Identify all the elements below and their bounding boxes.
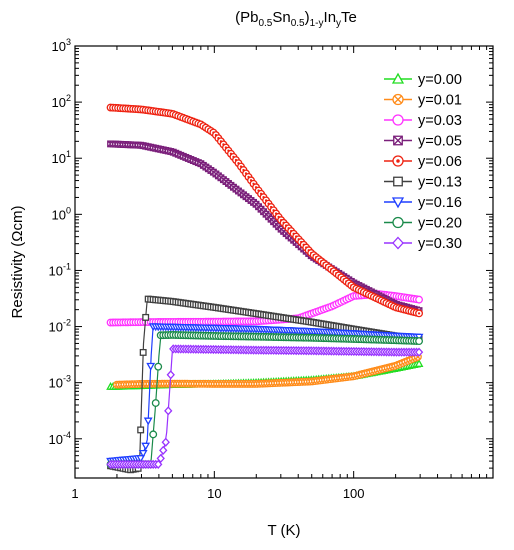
data-point [392,155,404,167]
y-tick-label: 100 [52,205,71,222]
title-subscript: 0.5 [291,18,305,29]
legend-label: y=0.13 [418,175,462,191]
data-point [142,313,150,321]
series-y=0.06 [106,103,424,318]
data-point [154,362,163,371]
data-point [143,417,153,426]
y-tick-label: 101 [52,149,71,166]
data-point [138,449,148,458]
legend-label: y=0.00 [418,72,462,88]
data-point [136,455,146,463]
legend-item: y=0.05 [384,134,462,150]
legend-label: y=0.06 [418,154,462,170]
legend-item: y=0.13 [384,175,462,191]
y-tick-label: 10-3 [49,374,71,391]
legend-label: y=0.01 [418,93,462,109]
legend-label: y=0.16 [418,195,462,211]
data-point [392,236,404,250]
data-point [149,430,158,439]
data-point [139,348,147,356]
data-point [137,426,145,434]
legend-item: y=0.20 [384,216,462,232]
legend: y=0.00 y=0.01 y=0.03 y=0.05 y=0.06 y=0.13 y=0.… [384,72,462,252]
y-axis-label: Resistivity (Ωcm) [9,206,26,319]
series-line [110,143,421,312]
title-part: (Pb [235,9,258,26]
legend-item: y=0.00 [384,72,462,88]
data-point [159,445,168,455]
data-point [151,399,160,407]
data-point [392,114,404,126]
title-part: ) [305,9,310,26]
legend-label: y=0.03 [418,113,462,129]
y-tick-label: 102 [52,93,71,110]
series-y=0.16 [106,323,424,466]
data-point [391,72,405,84]
data-point [156,453,165,464]
title-part: Te [341,9,357,26]
data-point [141,442,151,451]
data-point [393,176,403,187]
title-subscript: y [336,18,341,29]
legend-label: y=0.20 [418,216,462,232]
data-series [106,103,424,474]
data-point [414,347,424,357]
chart-title: (Pb0.5Sn0.5)1-yInyTe [235,9,357,29]
legend-label: y=0.30 [418,236,462,252]
x-tick-label: 1 [71,486,78,501]
data-point [415,309,424,318]
legend-item: y=0.03 [384,113,462,129]
data-point [391,197,405,209]
series-y=0.20 [106,330,424,469]
title-part: Sn [272,9,290,26]
legend-label: y=0.05 [418,134,462,150]
data-point [146,362,156,371]
series-y=0.30 [106,344,424,469]
y-tick-label: 10-1 [49,261,71,278]
data-point [392,216,404,229]
axis-ticks: 1 10 100 10-4 10-3 10-2 10-1 100 101 102 103 [49,37,493,501]
title-subscript: 1-y [310,18,324,29]
data-point [164,406,173,416]
data-point [161,437,170,447]
data-point [415,337,424,346]
title-subscript: 0.5 [258,18,272,29]
title-part: In [324,9,337,26]
series-y=0.05 [107,140,423,315]
legend-item: y=0.30 [384,236,462,252]
x-tick-label: 10 [207,486,221,501]
x-axis-label: T (K) [267,522,300,539]
y-tick-label: 10-2 [49,318,71,335]
series-y=0.01 [112,352,422,389]
plot-frame [74,45,494,479]
data-point [392,93,404,106]
legend-item: y=0.16 [384,195,462,211]
data-point [166,370,175,380]
data-point [393,135,403,146]
y-tick-label: 103 [52,37,71,54]
data-point [415,295,424,304]
data-point [414,359,424,367]
data-point [154,459,163,469]
y-tick-label: 10-4 [49,430,71,447]
legend-item: y=0.06 [384,154,462,170]
x-tick-label: 100 [343,486,365,501]
legend-item: y=0.01 [384,93,462,109]
